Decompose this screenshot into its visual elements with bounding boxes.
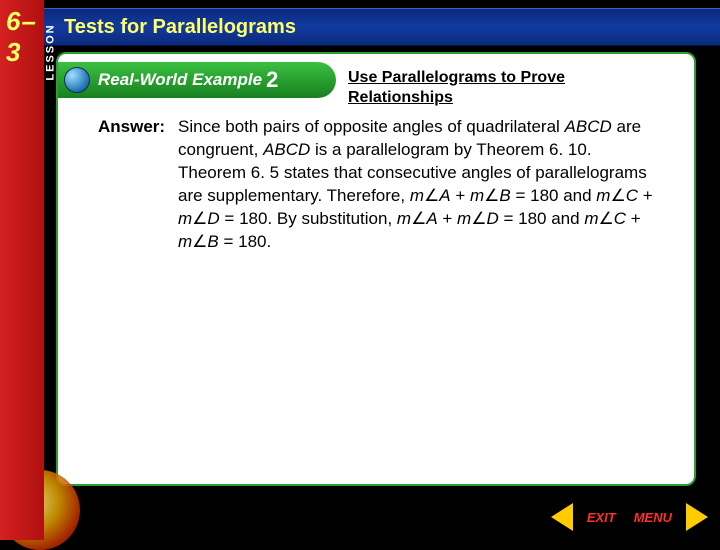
answer-label: Answer: bbox=[98, 116, 174, 139]
globe-icon bbox=[64, 67, 90, 93]
page-title: Tests for Parallelograms bbox=[64, 16, 296, 39]
example-number: 2 bbox=[266, 67, 278, 93]
answer-body: Since both pairs of opposite angles of q… bbox=[178, 116, 658, 254]
prev-arrow-icon[interactable] bbox=[551, 503, 573, 531]
menu-button[interactable]: MENU bbox=[630, 510, 676, 525]
example-label: Real-World Example bbox=[98, 70, 262, 90]
example-subtitle: Use Parallelograms to Prove Relationship… bbox=[348, 68, 648, 108]
bottom-nav: EXIT MENU bbox=[0, 494, 720, 540]
answer-block: Answer: Since both pairs of opposite ang… bbox=[98, 116, 658, 254]
example-bar: Real-World Example 2 bbox=[56, 62, 336, 98]
next-arrow-icon[interactable] bbox=[686, 503, 708, 531]
exit-button[interactable]: EXIT bbox=[583, 510, 620, 525]
content-panel: Real-World Example 2 Use Parallelograms … bbox=[56, 52, 696, 486]
lesson-tab: 6– 3 LESSON bbox=[0, 0, 44, 540]
lesson-label: LESSON bbox=[45, 23, 57, 80]
lesson-number: 6– 3 bbox=[6, 6, 44, 68]
header-bar: Tests for Parallelograms bbox=[44, 8, 720, 46]
